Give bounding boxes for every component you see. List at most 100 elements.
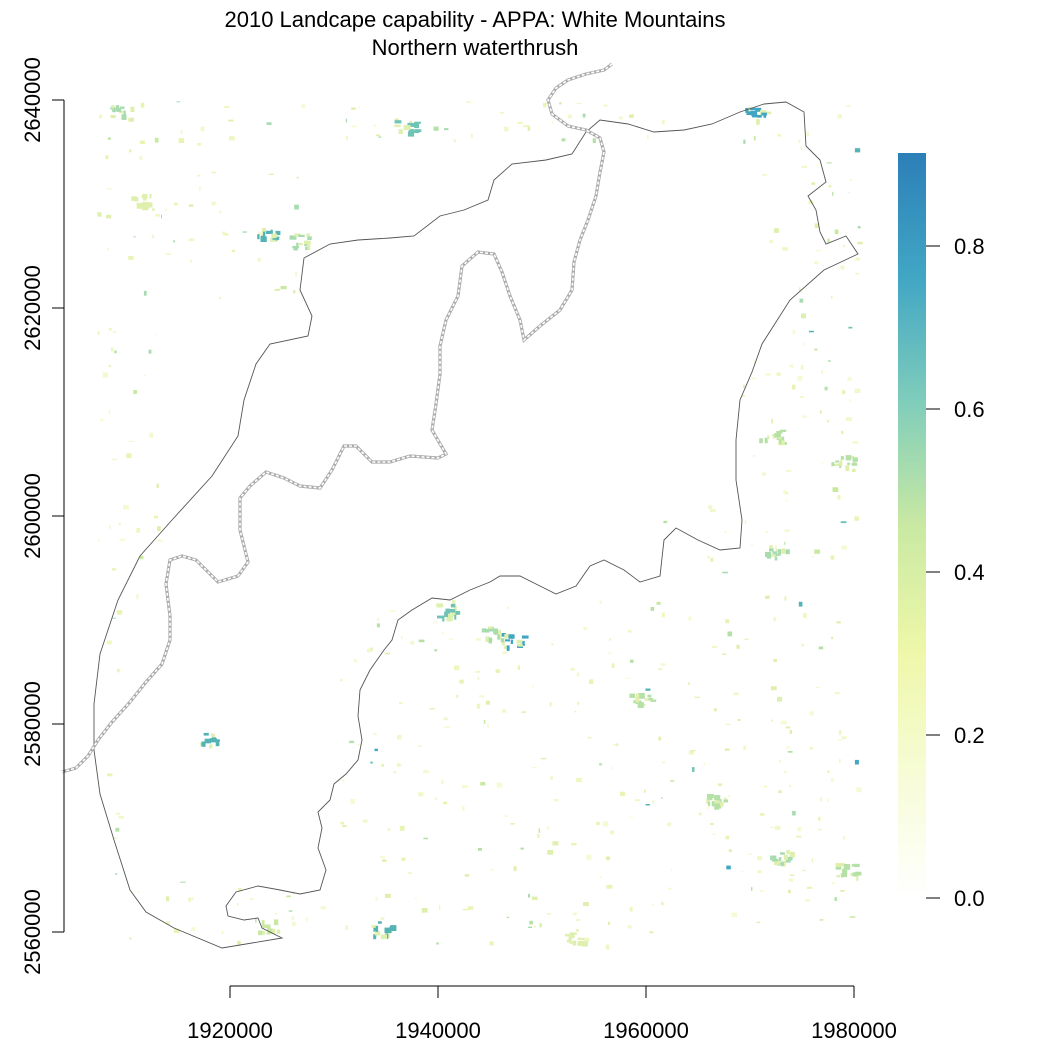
raster-cell <box>97 212 102 217</box>
raster-cell <box>839 759 841 763</box>
raster-cell <box>811 556 815 558</box>
raster-cell <box>707 795 713 801</box>
raster-cell <box>628 629 632 633</box>
raster-cell <box>611 767 613 770</box>
raster-cell <box>270 237 277 242</box>
raster-cell <box>854 388 861 394</box>
raster-cell <box>710 823 714 825</box>
raster-cell <box>552 841 559 846</box>
raster-cell <box>480 781 486 786</box>
raster-cell <box>143 290 147 296</box>
raster-cell <box>592 138 596 144</box>
raster-cell <box>215 740 220 747</box>
raster-cell <box>746 111 753 115</box>
raster-cell <box>520 847 524 850</box>
raster-cell <box>98 540 100 542</box>
raster-cell <box>306 233 310 237</box>
raster-cell <box>373 934 376 940</box>
raster-cell <box>782 247 789 251</box>
raster-cell <box>173 240 176 243</box>
raster-cell <box>778 549 782 555</box>
raster-cell <box>111 617 116 619</box>
raster-cell <box>577 672 579 677</box>
raster-cell <box>776 372 781 376</box>
raster-cell <box>375 896 378 902</box>
raster-cell <box>447 613 454 617</box>
raster-cell <box>301 104 306 108</box>
raster-cell <box>516 639 523 644</box>
raster-cell <box>647 134 649 140</box>
raster-cell <box>464 874 470 877</box>
raster-cell <box>661 797 663 799</box>
raster-cell <box>661 119 665 125</box>
x-tick-label: 1920000 <box>187 1018 273 1043</box>
raster-cell <box>143 375 146 377</box>
x-tick-label: 1940000 <box>395 1018 481 1043</box>
raster-cell <box>268 928 273 934</box>
raster-cell <box>777 696 783 702</box>
raster-cell <box>346 136 348 140</box>
raster-cell <box>824 386 828 391</box>
raster-cell <box>806 131 810 136</box>
raster-cell <box>454 665 460 671</box>
raster-cell <box>529 920 533 925</box>
raster-cell <box>661 761 666 764</box>
raster-cell <box>154 515 158 519</box>
raster-cell <box>602 821 609 827</box>
raster-cell <box>139 140 145 145</box>
raster-cell <box>660 663 666 666</box>
raster-cell <box>305 247 308 250</box>
raster-cell <box>131 196 136 201</box>
raster-cell <box>724 748 730 751</box>
raster-cell <box>781 548 786 554</box>
raster-cell <box>808 200 814 205</box>
raster-cell <box>789 851 795 858</box>
raster-cell <box>145 202 153 208</box>
raster-cell <box>827 238 830 244</box>
raster-cell <box>113 108 116 113</box>
raster-cell <box>547 850 554 855</box>
raster-cell <box>436 942 439 945</box>
raster-cell <box>785 500 788 503</box>
raster-cell <box>720 802 724 807</box>
raster-cell <box>394 124 401 127</box>
raster-cell <box>128 256 134 260</box>
raster-cell <box>523 125 530 128</box>
raster-cell <box>286 895 291 898</box>
raster-cell <box>814 260 819 265</box>
raster-cell <box>110 347 114 352</box>
raster-cell <box>267 927 271 931</box>
raster-cell <box>809 711 814 716</box>
raster-cell <box>786 492 789 494</box>
raster-cell <box>97 656 99 659</box>
raster-cell <box>497 634 500 640</box>
raster-cell <box>293 246 298 251</box>
raster-cell <box>397 735 402 740</box>
raster-cell <box>854 148 861 153</box>
raster-cell <box>148 349 152 354</box>
raster-cell <box>291 916 294 921</box>
raster-cell <box>129 937 132 940</box>
raster-cell <box>576 103 583 105</box>
raster-cell <box>510 823 515 825</box>
raster-cell <box>784 541 786 545</box>
raster-cell <box>762 472 767 476</box>
raster-cell <box>485 628 490 633</box>
raster-cell <box>462 908 469 911</box>
raster-cell <box>644 789 646 793</box>
raster-cell <box>188 897 191 902</box>
raster-cell <box>606 856 610 860</box>
raster-cell <box>855 871 862 876</box>
raster-cell <box>266 932 271 935</box>
raster-cell <box>380 855 385 859</box>
raster-cell <box>293 290 296 294</box>
raster-cell <box>629 693 635 698</box>
raster-cell <box>847 462 851 465</box>
raster-cell <box>769 548 774 552</box>
raster-cell <box>826 419 829 423</box>
raster-cell <box>506 645 510 651</box>
raster-cell <box>113 837 118 839</box>
raster-cell <box>776 553 781 556</box>
raster-cell <box>779 760 781 762</box>
raster-cell <box>137 890 139 893</box>
